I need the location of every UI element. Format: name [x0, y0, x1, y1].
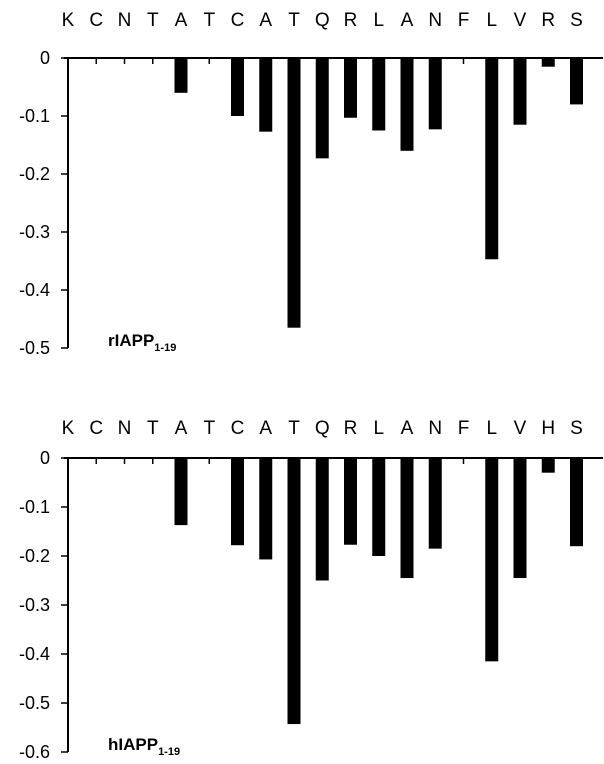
- bar-l-16: [485, 458, 499, 662]
- residue-label: T: [288, 10, 300, 31]
- residue-label: R: [344, 418, 358, 439]
- y-tick-label: -0.2: [19, 546, 50, 566]
- residue-label: T: [203, 418, 215, 439]
- panel-label-main: rIAPP: [108, 331, 154, 350]
- residue-label: T: [147, 418, 159, 439]
- bar-q-10: [315, 458, 329, 581]
- bar-v-17: [513, 458, 527, 579]
- bar-a-13: [400, 458, 414, 579]
- y-tick-label: -0.5: [19, 693, 50, 713]
- residue-label: T: [288, 418, 300, 439]
- bar-q-10: [315, 58, 329, 159]
- bar-t-9: [287, 58, 301, 328]
- residue-label: A: [175, 10, 188, 31]
- residue-label: L: [486, 10, 497, 31]
- residue-label: Q: [315, 418, 330, 439]
- residue-label: T: [147, 10, 159, 31]
- residue-label: V: [514, 10, 527, 31]
- bar-a-8: [259, 58, 273, 132]
- y-tick-label: -0.1: [19, 497, 50, 517]
- residue-label: N: [118, 418, 132, 439]
- panel-label-main: hIAPP: [108, 735, 158, 754]
- y-tick-label: -0.4: [19, 280, 50, 300]
- bar-v-17: [513, 58, 527, 125]
- y-tick-label: -0.6: [19, 742, 50, 762]
- bar-h-18: [541, 458, 555, 473]
- panel-hiapp: K C N T A T C A T Q R L A N F L V H S0-0.1-0.2-0.3-0.4-0.5…: [19, 418, 603, 762]
- bar-s-19: [570, 58, 583, 105]
- bar-a-5: [174, 58, 188, 93]
- bar-r-18: [541, 58, 555, 67]
- panel-label: hIAPP1-19: [108, 735, 180, 758]
- residue-label: C: [231, 418, 245, 439]
- residue-label: T: [203, 10, 215, 31]
- residue-label: A: [401, 10, 414, 31]
- residue-label: V: [514, 418, 527, 439]
- y-tick-label: -0.2: [19, 164, 50, 184]
- panel-label-subscript: 1-19: [158, 746, 180, 758]
- residue-label: H: [541, 418, 555, 439]
- bar-t-9: [287, 458, 301, 725]
- residue-label: L: [373, 418, 384, 439]
- residue-label: C: [89, 10, 103, 31]
- bar-l-12: [372, 458, 386, 556]
- y-tick-label: -0.4: [19, 644, 50, 664]
- bar-n-14: [428, 58, 442, 130]
- bar-c-7: [231, 58, 244, 116]
- residue-label: S: [570, 10, 583, 31]
- residue-label: N: [428, 418, 442, 439]
- residue-label: A: [175, 418, 188, 439]
- y-tick-label: 0: [40, 448, 50, 468]
- residue-label: F: [458, 10, 470, 31]
- bar-r-11: [344, 58, 357, 118]
- y-tick-label: -0.3: [19, 595, 50, 615]
- residue-label: L: [486, 418, 497, 439]
- bar-a-5: [174, 458, 188, 526]
- residue-label: C: [231, 10, 245, 31]
- bar-a-13: [400, 58, 414, 151]
- y-tick-label: -0.3: [19, 222, 50, 242]
- residue-label: N: [428, 10, 442, 31]
- residue-label: A: [259, 418, 272, 439]
- residue-label: R: [541, 10, 555, 31]
- residue-label: A: [401, 418, 414, 439]
- panel-label: rIAPP1-19: [108, 331, 176, 354]
- bar-n-14: [428, 458, 442, 549]
- y-tick-label: 0: [40, 48, 50, 68]
- y-tick-label: -0.5: [19, 338, 50, 358]
- residue-label: A: [259, 10, 272, 31]
- bar-l-12: [372, 58, 386, 131]
- residue-label: L: [373, 10, 384, 31]
- panel-riapp: K C N T A T C A T Q R L A N F L V R S0-0.1-0.2-0.3-0.4-0.5…: [19, 10, 603, 358]
- residue-label: Q: [315, 10, 330, 31]
- bar-r-11: [344, 458, 357, 545]
- residue-label: C: [89, 418, 103, 439]
- residue-label: R: [344, 10, 358, 31]
- residue-label: K: [62, 418, 75, 439]
- bar-s-19: [570, 458, 583, 547]
- panel-label-subscript: 1-19: [154, 342, 176, 354]
- y-tick-label: -0.1: [19, 106, 50, 126]
- bar-c-7: [231, 458, 244, 546]
- bar-a-8: [259, 458, 273, 560]
- residue-label: N: [118, 10, 132, 31]
- residue-label: F: [458, 418, 470, 439]
- bar-l-16: [485, 58, 499, 260]
- residue-label: K: [62, 10, 75, 31]
- residue-label: S: [570, 418, 583, 439]
